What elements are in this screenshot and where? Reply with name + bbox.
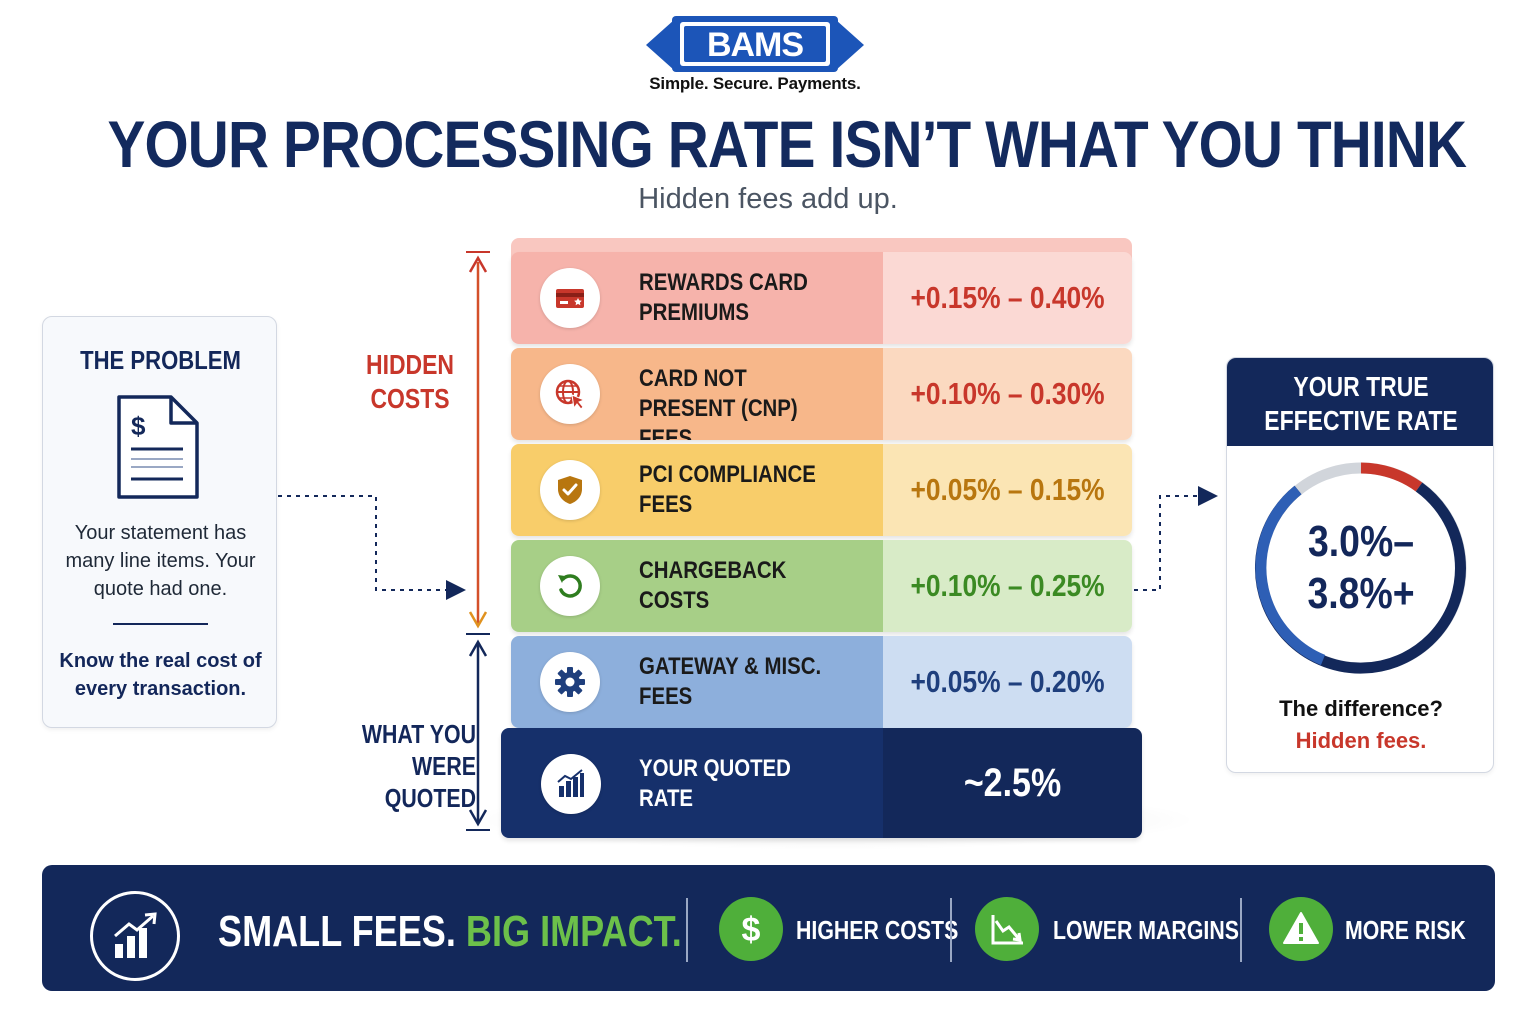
hidden-costs-label: HIDDEN COSTS (365, 349, 455, 414)
slogan-part1: SMALL FEES. (218, 907, 456, 956)
row-range: +0.10% – 0.25% (910, 568, 1105, 603)
svg-text:$: $ (742, 911, 761, 949)
refresh-arrow-icon (540, 556, 600, 616)
difference-text: The difference? (1279, 696, 1443, 721)
shield-check-icon (540, 460, 600, 520)
svg-text:$: $ (131, 411, 146, 441)
warning-icon (1269, 897, 1333, 961)
problem-connector (278, 495, 466, 600)
row-label: GATEWAY & MISC. FEES (639, 653, 822, 710)
growth-chart-icon (90, 891, 180, 981)
row-range: +0.05% – 0.15% (910, 472, 1105, 507)
effective-rate-value: 3.0%– 3.8%+ (1269, 516, 1453, 620)
row-label: REWARDS CARD PREMIUMS (639, 269, 808, 326)
rate-connector (1134, 486, 1218, 591)
impact-item-label: LOWER MARGINS (1053, 915, 1239, 945)
stack-row-rewards: +0.15% – 0.40% REWARDS CARD PREMIUMS (511, 252, 1132, 344)
problem-card: THE PROBLEM $ Your statement has many li… (42, 316, 277, 728)
impact-slogan: SMALL FEES. BIG IMPACT. (218, 906, 682, 958)
banner-divider (686, 898, 688, 962)
stack-row-gateway: +0.05% – 0.20% GATEWAY & MISC. FEES (511, 636, 1132, 728)
slogan-part2: BIG IMPACT. (465, 907, 682, 956)
quoted-rate-value: ~2.5% (963, 761, 1062, 805)
page-subtitle: Hidden fees add up. (638, 183, 898, 215)
banner-divider (950, 898, 952, 962)
brand-tagline: Simple. Secure. Payments. (649, 74, 861, 93)
dollar-icon: $ (719, 897, 783, 961)
impact-item-label: HIGHER COSTS (796, 915, 959, 945)
effective-rate-line2: 3.8%+ (1307, 569, 1415, 618)
trend-down-icon (975, 897, 1039, 961)
row-label: CARD NOT PRESENT (CNP) FEES (639, 365, 798, 440)
row-range: +0.15% – 0.40% (910, 280, 1105, 315)
bar-chart-icon (541, 754, 601, 814)
statement-document-icon: $ (117, 395, 199, 499)
credit-card-icon (540, 268, 600, 328)
stack-row-pci: +0.05% – 0.15% PCI COMPLIANCE FEES (511, 444, 1132, 536)
banner-divider (1240, 898, 1242, 962)
problem-description: Your statement has many line items. Your… (65, 522, 256, 600)
stack-row-cnp: +0.10% – 0.30% CARD NOT PRESENT (CNP) FE… (511, 348, 1132, 440)
hidden-fees-text: Hidden fees. (1295, 728, 1427, 753)
effective-rate-header (1227, 358, 1493, 446)
row-range: +0.05% – 0.20% (910, 664, 1105, 699)
impact-item-label: MORE RISK (1345, 915, 1466, 945)
row-label: YOUR QUOTED RATE (639, 755, 791, 812)
effective-rate-line1: 3.0%– (1307, 517, 1415, 566)
effective-rate-card: YOUR TRUE EFFECTIVE RATE 3.0%– 3.8%+ The… (1226, 357, 1494, 773)
stack-row-chargeback: +0.10% – 0.25% CHARGEBACK COSTS (511, 540, 1132, 632)
quoted-label: WHAT YOU WERE QUOTED (361, 719, 476, 813)
bams-logo: BAMS (646, 16, 864, 72)
row-range: +0.10% – 0.30% (910, 376, 1105, 411)
effective-rate-title: YOUR TRUE EFFECTIVE RATE (1264, 371, 1458, 436)
row-label: CHARGEBACK COSTS (639, 557, 787, 614)
row-label: PCI COMPLIANCE FEES (639, 461, 816, 518)
page-title: YOUR PROCESSING RATE ISN’T WHAT YOU THIN… (107, 107, 1467, 181)
problem-divider (113, 623, 208, 625)
problem-title: THE PROBLEM (80, 345, 241, 375)
gear-icon (540, 652, 600, 712)
globe-cursor-icon (540, 364, 600, 424)
stack-row-quoted: ~2.5% YOUR QUOTED RATE (501, 728, 1142, 838)
rate-ring-gauge (1254, 462, 1467, 674)
problem-callout: Know the real cost of every transaction. (59, 650, 262, 700)
logo-text: BAMS (707, 26, 803, 64)
